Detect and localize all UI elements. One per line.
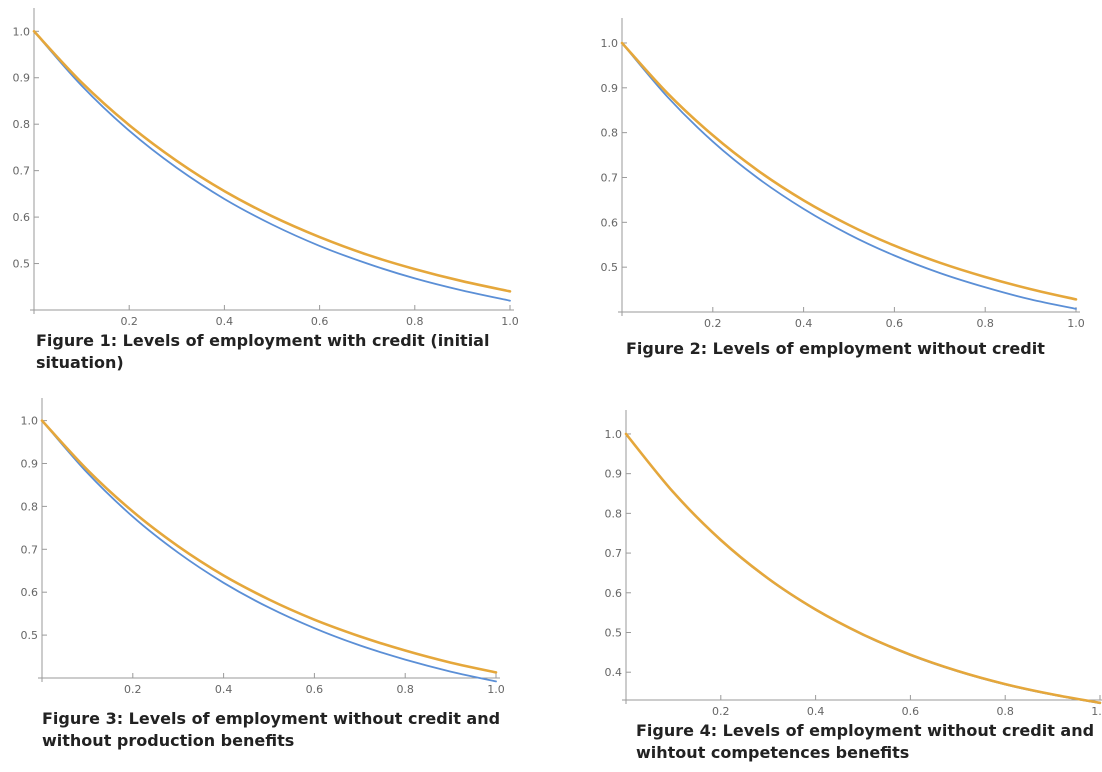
figure-1-caption-line-2: situation) bbox=[36, 353, 124, 372]
figure-4-plot: 0.4 0.5 0.6 0.7 0.8 0.9 1.0 0.2 0.4 0.6 0.8 1.0 bbox=[605, 410, 1102, 718]
y-tick-label: 1.0 bbox=[601, 37, 619, 50]
y-tick-label: 0.7 bbox=[21, 543, 39, 556]
y-tick-label: 0.6 bbox=[601, 216, 619, 229]
y-tick-label: 0.5 bbox=[601, 261, 619, 274]
y-tick-label: 0.6 bbox=[13, 211, 31, 224]
figure-3-plot: 0.5 0.6 0.7 0.8 0.9 1.0 0.2 0.4 0.6 0.8 1.0 bbox=[21, 398, 505, 696]
x-tick-label: 0.4 bbox=[795, 317, 813, 330]
figure-1-plot: 0.5 0.6 0.7 0.8 0.9 1.0 0.2 0.4 0.6 0.8 1.0 bbox=[13, 8, 519, 328]
x-tick-label: 0.8 bbox=[396, 683, 414, 696]
orange-series-line bbox=[624, 432, 1102, 705]
figure-3-caption-line-2: without production benefits bbox=[42, 731, 295, 750]
figure-4-panel: 0.4 0.5 0.6 0.7 0.8 0.9 1.0 0.2 0.4 0.6 0.8 1.0 Fig… bbox=[580, 400, 1102, 772]
figure-1-caption: Figure 1: Levels of employment with cred… bbox=[36, 330, 556, 374]
x-tick-label: 0.4 bbox=[216, 315, 234, 328]
x-tick-label: 0.6 bbox=[886, 317, 904, 330]
y-tick-label: 0.5 bbox=[13, 258, 31, 271]
y-tick-label: 1.0 bbox=[605, 428, 623, 441]
figure-3-caption: Figure 3: Levels of employment without c… bbox=[42, 708, 557, 752]
x-tick-label: 1.0 bbox=[1091, 705, 1102, 718]
y-tick-label: 0.7 bbox=[601, 171, 619, 184]
y-tick-label: 0.9 bbox=[21, 457, 39, 470]
y-tick-label: 0.8 bbox=[605, 507, 623, 520]
figure-4-caption: Figure 4: Levels of employment without c… bbox=[636, 720, 1102, 764]
blue-series-line bbox=[621, 42, 1077, 310]
blue-series-line bbox=[33, 30, 511, 302]
y-tick-label: 0.7 bbox=[605, 547, 623, 560]
blue-series-line bbox=[625, 433, 1101, 705]
x-tick-label: 0.8 bbox=[406, 315, 424, 328]
x-tick-label: 0.6 bbox=[311, 315, 329, 328]
y-tick-label: 0.6 bbox=[605, 587, 623, 600]
figure-2-panel: 0.5 0.6 0.7 0.8 0.9 1.0 0.2 0.4 0.6 0.8 1.0 Figure… bbox=[580, 0, 1102, 385]
figure-2-caption-line-1: Figure 2: Levels of employment without c… bbox=[626, 339, 1045, 358]
x-tick-label: 0.8 bbox=[976, 317, 994, 330]
y-tick-label: 0.5 bbox=[21, 629, 39, 642]
x-tick-label: 1.0 bbox=[501, 315, 519, 328]
y-tick-label: 1.0 bbox=[13, 25, 31, 38]
x-tick-label: 0.6 bbox=[306, 683, 324, 696]
y-tick-label: 0.8 bbox=[21, 500, 39, 513]
figure-3-panel: 0.5 0.6 0.7 0.8 0.9 1.0 0.2 0.4 0.6 0.8 1.0 Figure… bbox=[0, 390, 560, 772]
x-tick-label: 1.0 bbox=[487, 683, 505, 696]
y-tick-label: 0.9 bbox=[605, 468, 623, 481]
y-tick-label: 0.5 bbox=[605, 626, 623, 639]
y-tick-label: 1.0 bbox=[21, 415, 39, 428]
figure-1-caption-line-1: Figure 1: Levels of employment with cred… bbox=[36, 331, 490, 350]
x-tick-label: 0.4 bbox=[807, 705, 825, 718]
x-tick-label: 0.2 bbox=[124, 683, 142, 696]
orange-series-line bbox=[32, 30, 512, 293]
figure-4-caption-line-2: wihtout competences benefits bbox=[636, 743, 910, 762]
figure-4-caption-line-1: Figure 4: Levels of employment without c… bbox=[636, 721, 1095, 740]
figure-2-caption: Figure 2: Levels of employment without c… bbox=[626, 338, 1096, 360]
x-tick-label: 1.0 bbox=[1067, 317, 1085, 330]
figure-2-plot: 0.5 0.6 0.7 0.8 0.9 1.0 0.2 0.4 0.6 0.8 1.0 bbox=[601, 18, 1085, 330]
x-tick-label: 0.6 bbox=[902, 705, 920, 718]
y-tick-label: 0.8 bbox=[601, 127, 619, 140]
figure-1-panel: 0.5 0.6 0.7 0.8 0.9 1.0 0.2 0.4 0.6 0.8 1.0 Figure… bbox=[0, 0, 560, 385]
y-tick-label: 0.8 bbox=[13, 118, 31, 131]
orange-series-line bbox=[40, 419, 498, 674]
x-tick-label: 0.2 bbox=[704, 317, 722, 330]
y-tick-label: 0.4 bbox=[605, 666, 623, 679]
x-tick-label: 0.2 bbox=[120, 315, 138, 328]
figure-3-caption-line-1: Figure 3: Levels of employment without c… bbox=[42, 709, 501, 728]
orange-series-line bbox=[620, 41, 1078, 301]
blue-series-line bbox=[41, 419, 497, 683]
x-tick-label: 0.4 bbox=[215, 683, 233, 696]
x-tick-label: 0.2 bbox=[712, 705, 730, 718]
y-tick-label: 0.9 bbox=[13, 72, 31, 85]
y-tick-label: 0.9 bbox=[601, 82, 619, 95]
x-tick-label: 0.8 bbox=[996, 705, 1014, 718]
y-tick-label: 0.6 bbox=[21, 586, 39, 599]
y-tick-label: 0.7 bbox=[13, 165, 31, 178]
